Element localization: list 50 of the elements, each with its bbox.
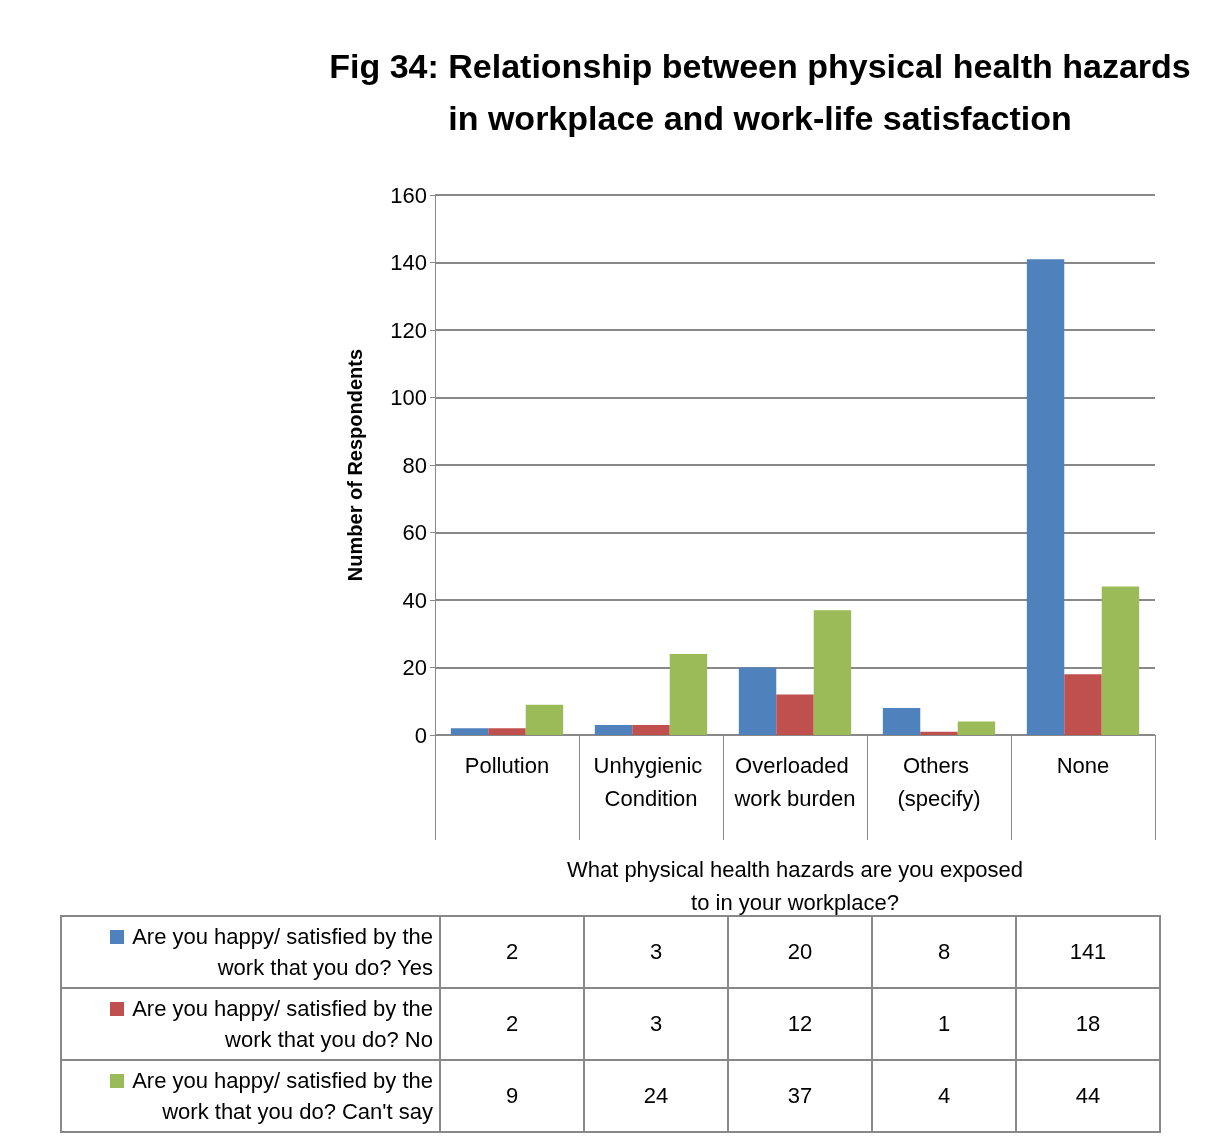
data-label: 20 [728, 916, 872, 988]
legend-label: Are you happy/ satisfied by the work that you do? No [61, 988, 440, 1060]
bar [1026, 259, 1065, 735]
y-tick-label: 60 [402, 520, 427, 545]
y-tick-label: 140 [390, 250, 427, 275]
chart-title: Fig 34: Relationship between physical health hazards in workplace and work-life satisfaction [329, 47, 1191, 137]
data-label: 2 [440, 916, 584, 988]
legend-label: Are you happy/ satisfied by the work that you do? Can't say [61, 1060, 440, 1132]
bar [1101, 586, 1140, 735]
data-label: 12 [728, 988, 872, 1060]
data-label: 3 [584, 988, 728, 1060]
bar [450, 728, 489, 735]
y-tick-label: 40 [402, 587, 427, 613]
y-axis-title: Number of Respondents [344, 348, 366, 582]
x-tick-label: Others (specify) [897, 753, 981, 811]
data-label: 18 [1016, 988, 1160, 1060]
y-tick-label: 120 [390, 317, 427, 343]
bar [594, 724, 633, 735]
x-tick-label: None [1056, 753, 1110, 778]
data-label: 44 [1016, 1060, 1160, 1132]
bar [776, 694, 814, 735]
bar [957, 721, 996, 735]
data-label: 2 [440, 988, 584, 1060]
data-label: 8 [872, 916, 1016, 988]
data-label: 4 [872, 1060, 1016, 1132]
bar [882, 708, 921, 735]
x-axis-title: What physical health hazards are you exposed to in your workplace? [566, 857, 1024, 915]
bar [813, 610, 852, 735]
data-label: 9 [440, 1060, 584, 1132]
bar [525, 704, 564, 735]
bar [1064, 674, 1102, 735]
data-label: 1 [872, 988, 1016, 1060]
x-tick-label: Pollution [464, 753, 550, 778]
bar [738, 667, 777, 735]
bar [632, 724, 670, 735]
y-tick-label: 160 [390, 182, 427, 208]
x-tick-label: Overloaded work burden [733, 753, 856, 811]
y-tick-label: 80 [402, 452, 427, 478]
x-tick-label: Unhygienic Condition [593, 753, 709, 811]
data-label: 141 [1016, 916, 1160, 988]
bar [669, 654, 708, 735]
bar [488, 728, 526, 735]
data-label: 37 [728, 1060, 872, 1132]
data-label: 3 [584, 916, 728, 988]
y-tick-label: 20 [402, 655, 427, 680]
bar [920, 731, 958, 735]
y-tick-label: 0 [414, 722, 427, 748]
legend-label: Are you happy/ satisfied by the work that you do? Yes [61, 916, 440, 988]
y-tick-label: 100 [390, 385, 427, 410]
data-label: 24 [584, 1060, 728, 1132]
